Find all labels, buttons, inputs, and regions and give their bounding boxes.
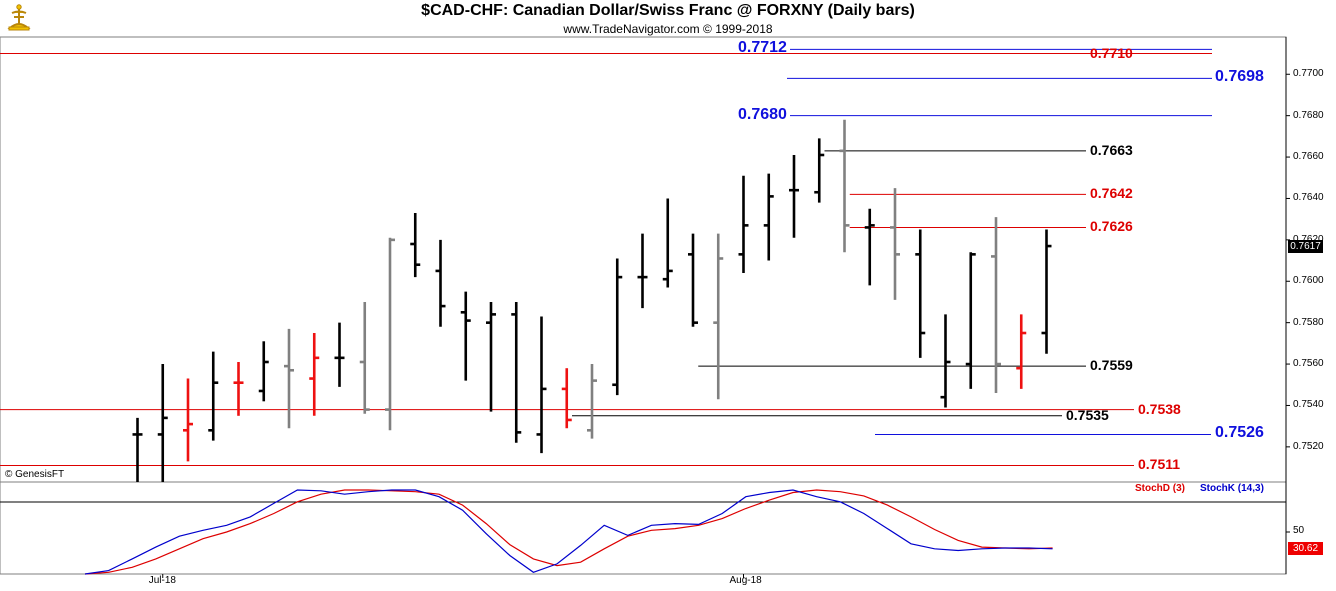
level-label: 0.7680 <box>738 105 787 123</box>
stochastic-panel <box>84 489 1053 575</box>
ohlc-bar <box>839 119 850 253</box>
stoch-y-tick-label: 50 <box>1293 525 1305 536</box>
trade-navigator-logo-icon <box>4 3 34 33</box>
ohlc-bar <box>284 328 294 429</box>
y-tick-label: 0.7540 <box>1293 399 1324 411</box>
ohlc-bar <box>738 175 749 273</box>
level-label: 0.7535 <box>1066 406 1109 423</box>
ohlc-bar <box>435 239 446 327</box>
ohlc-bar <box>688 233 698 327</box>
stoch-line <box>84 489 1053 575</box>
level-label: 0.7559 <box>1090 357 1133 374</box>
ohlc-bar <box>1041 229 1052 354</box>
ohlc-bar <box>309 333 320 416</box>
level-label: 0.7626 <box>1090 218 1133 235</box>
ohlc-bar <box>1016 314 1027 389</box>
ohlc-bar <box>662 198 673 288</box>
ohlc-bar <box>814 138 825 203</box>
ohlc-bar <box>334 322 345 387</box>
ohlc-bar <box>789 154 799 238</box>
ohlc-bar <box>940 314 951 408</box>
ohlc-bar <box>359 301 370 414</box>
ohlc-bar <box>486 301 496 412</box>
ohlc-bar <box>612 258 623 396</box>
ohlc-bar <box>157 364 168 482</box>
last-price-marker: 0.7617 <box>1288 240 1323 254</box>
y-tick-label: 0.7700 <box>1293 68 1324 80</box>
level-label: 0.7698 <box>1215 68 1264 86</box>
ohlc-bar <box>637 233 648 309</box>
data-credit: © GenesisFT <box>5 469 65 480</box>
y-tick-label: 0.7560 <box>1293 358 1324 370</box>
ohlc-bar <box>713 233 724 400</box>
ohlc-bar <box>991 217 1001 394</box>
level-label: 0.7511 <box>1138 456 1181 473</box>
level-label: 0.7663 <box>1090 141 1133 158</box>
stoch-line <box>84 489 1053 575</box>
y-tick-label: 0.7520 <box>1293 440 1324 452</box>
ohlc-bar <box>258 341 269 402</box>
x-tick-label: Jul-18 <box>148 575 176 586</box>
chart-subtitle: www.TradeNavigator.com © 1999-2018 <box>563 22 773 36</box>
y-tick-label: 0.7620 <box>1293 234 1324 245</box>
ohlc-bar <box>587 364 597 439</box>
stoch-legend-item: StochD (3) <box>1135 483 1185 494</box>
stoch-last-value-marker: 30.62 <box>1288 542 1323 556</box>
level-label: 0.7712 <box>738 39 787 57</box>
ohlc-bar <box>208 351 219 441</box>
ohlc-bar <box>890 188 900 300</box>
y-tick-label: 0.7640 <box>1293 192 1324 204</box>
ohlc-bar <box>233 361 244 416</box>
ohlc-bar <box>511 301 522 443</box>
ohlc-bar <box>385 237 395 431</box>
ohlc-bar <box>410 212 421 278</box>
ohlc-bar <box>965 252 976 389</box>
ohlc-bar <box>864 208 875 286</box>
level-label: 0.7642 <box>1090 185 1133 202</box>
y-tick-label: 0.7580 <box>1293 316 1324 328</box>
ohlc-bar <box>536 316 547 454</box>
level-label: 0.7710 <box>1090 44 1133 61</box>
ohlc-bar <box>460 291 471 381</box>
stoch-legend-item: StochK (14,3) <box>1200 483 1264 494</box>
y-tick-label: 0.7680 <box>1293 109 1324 121</box>
axis-tick-marks <box>162 73 1290 578</box>
ohlc-bar <box>183 378 193 462</box>
level-label: 0.7538 <box>1138 400 1181 417</box>
ohlc-bar <box>561 368 572 429</box>
y-tick-label: 0.7660 <box>1293 151 1324 163</box>
x-tick-label: Aug-18 <box>729 575 762 586</box>
price-bars <box>132 119 1052 482</box>
ohlc-bar <box>915 229 926 358</box>
chart-title: $CAD-CHF: Canadian Dollar/Swiss Franc @ … <box>421 2 915 19</box>
level-label: 0.7526 <box>1215 424 1264 442</box>
ohlc-bar <box>763 173 774 261</box>
ohlc-bar <box>132 417 143 482</box>
y-tick-label: 0.7600 <box>1293 275 1324 287</box>
